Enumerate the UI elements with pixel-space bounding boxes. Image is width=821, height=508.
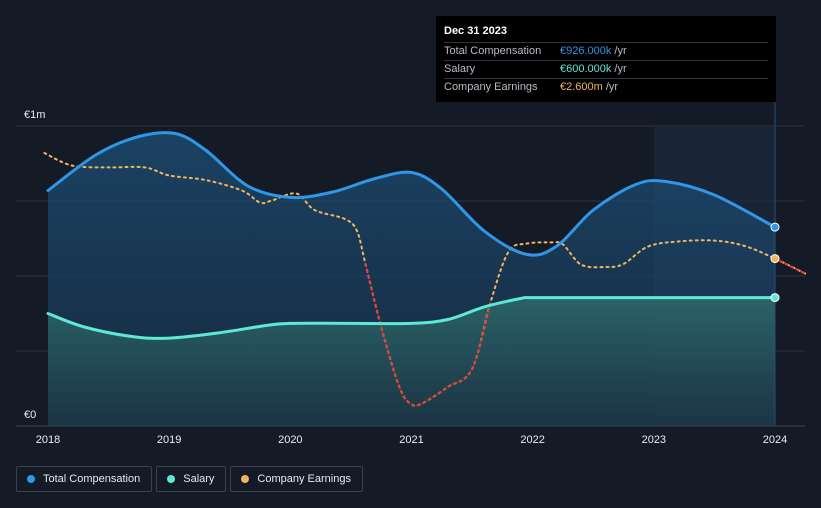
salary-marker[interactable] (770, 293, 780, 303)
x-tick-label: 2023 (642, 434, 666, 446)
legend: Total Compensation Salary Company Earnin… (16, 466, 363, 492)
salary-area (48, 297, 775, 426)
x-tick-label: 2020 (278, 434, 302, 446)
tooltip-unit: /yr (605, 81, 619, 93)
tooltip-row-salary: Salary €600.000k /yr (444, 60, 768, 78)
company-earnings-negative-segment (364, 262, 492, 407)
legend-dot-icon (167, 475, 176, 483)
x-tick-label: 2019 (157, 434, 181, 446)
legend-label: Company Earnings (257, 473, 351, 485)
tooltip-unit: /yr (614, 63, 627, 75)
y-tick-label: €1m (24, 109, 45, 121)
legend-dot-icon (27, 475, 35, 483)
x-tick-label: 2024 (763, 434, 787, 446)
total-compensation-marker[interactable] (770, 222, 780, 232)
legend-dot-icon (241, 475, 250, 483)
x-tick-label: 2021 (399, 434, 423, 446)
tooltip-row-company-earnings: Company Earnings €2.600m /yr (444, 78, 768, 96)
company-earnings-marker[interactable] (770, 254, 780, 264)
legend-item-company-earnings[interactable]: Company Earnings (230, 466, 363, 492)
tooltip-row-total-compensation: Total Compensation €926.000k /yr (444, 42, 768, 60)
x-tick-label: 2022 (520, 434, 544, 446)
tooltip-value: €926.000k (560, 45, 612, 57)
tooltip-label: Salary (444, 63, 476, 75)
tooltip-value: €600.000k (560, 63, 612, 75)
total-compensation-line (46, 131, 777, 257)
salary-line (46, 296, 777, 340)
legend-item-total-compensation[interactable]: Total Compensation (16, 466, 153, 492)
tooltip-unit: /yr (614, 45, 627, 57)
legend-label: Salary (183, 473, 215, 485)
tooltip-date: Dec 31 2023 (444, 25, 507, 37)
tooltip: Dec 31 2023 Total Compensation €926.000k… (436, 16, 776, 102)
tooltip-label: Company Earnings (444, 81, 538, 93)
y-tick-label: €0 (24, 409, 36, 421)
legend-item-salary[interactable]: Salary (156, 466, 227, 492)
tooltip-value: €2.600m (560, 81, 603, 93)
tooltip-label: Total Compensation (444, 45, 542, 57)
company-earnings-line (43, 152, 806, 407)
x-tick-label: 2018 (36, 434, 60, 446)
legend-label: Total Compensation (43, 473, 141, 485)
